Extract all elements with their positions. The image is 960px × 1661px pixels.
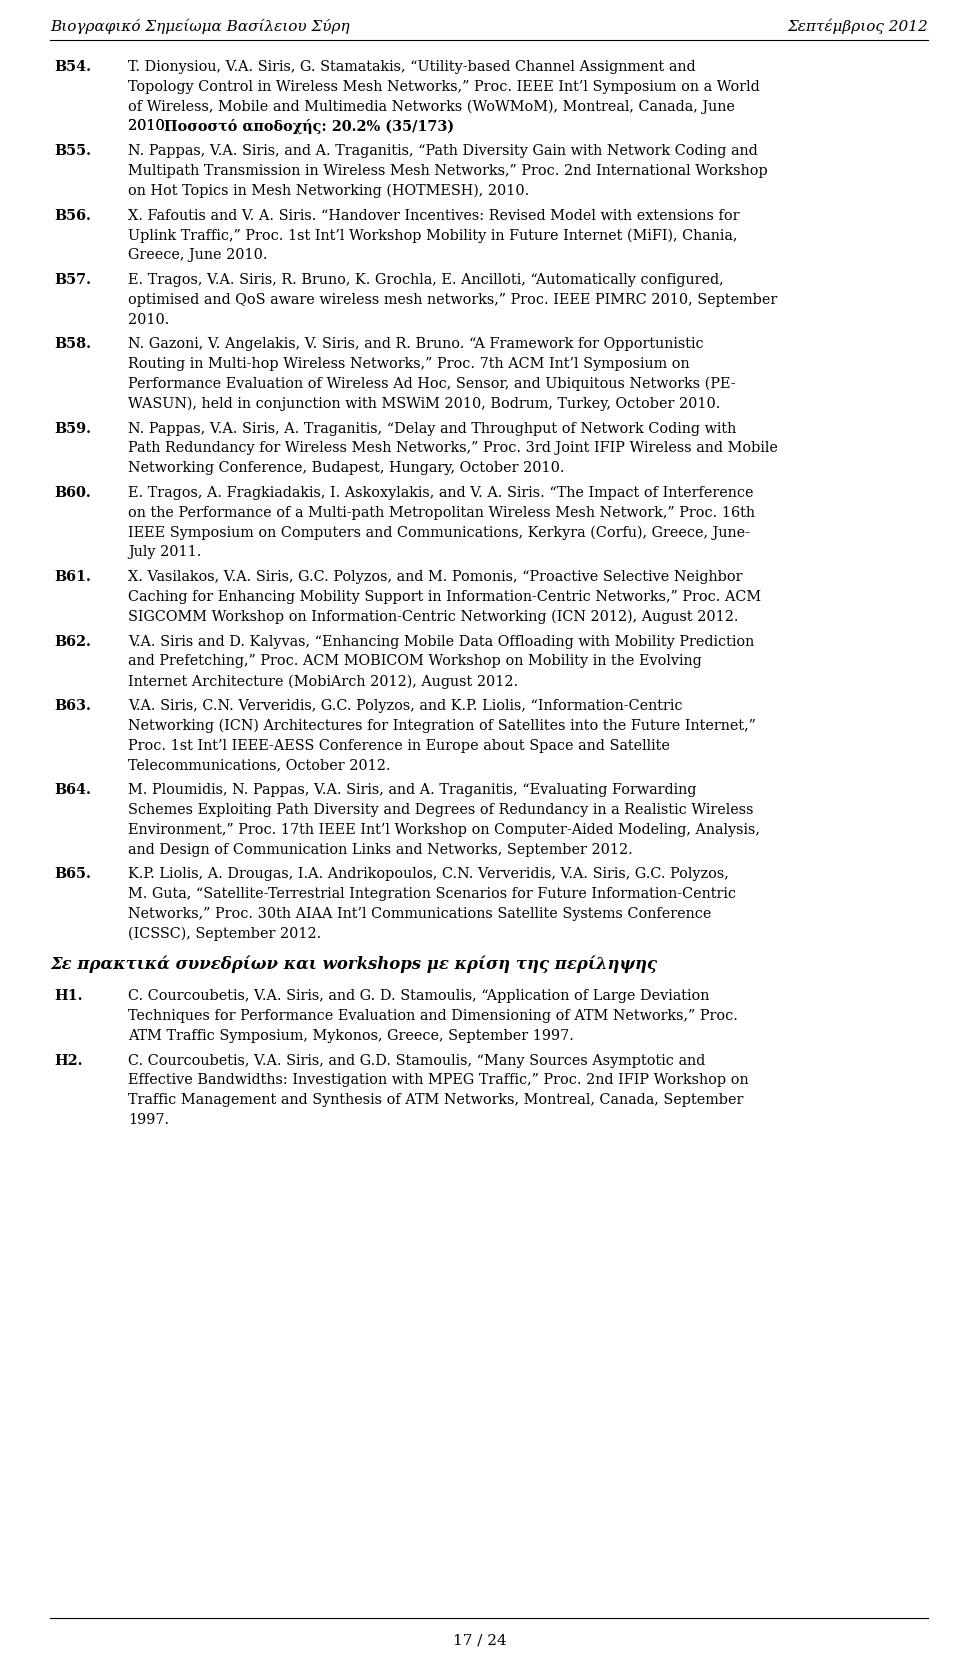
Text: Caching for Enhancing Mobility Support in Information-Centric Networks,” Proc. A: Caching for Enhancing Mobility Support i… — [128, 590, 761, 605]
Text: Β64.: Β64. — [54, 784, 91, 797]
Text: Techniques for Performance Evaluation and Dimensioning of ATM Networks,” Proc.: Techniques for Performance Evaluation an… — [128, 1010, 738, 1023]
Text: Internet Architecture (MobiArch 2012), August 2012.: Internet Architecture (MobiArch 2012), A… — [128, 674, 518, 689]
Text: Β65.: Β65. — [54, 867, 91, 882]
Text: Networking Conference, Budapest, Hungary, October 2010.: Networking Conference, Budapest, Hungary… — [128, 462, 564, 475]
Text: M. Ploumidis, N. Pappas, V.A. Siris, and A. Traganitis, “Evaluating Forwarding: M. Ploumidis, N. Pappas, V.A. Siris, and… — [128, 784, 696, 797]
Text: Routing in Multi-hop Wireless Networks,” Proc. 7th ACM Int’l Symposium on: Routing in Multi-hop Wireless Networks,”… — [128, 357, 689, 370]
Text: E. Tragos, A. Fragkiadakis, I. Askoxylakis, and V. A. Siris. “The Impact of Inte: E. Tragos, A. Fragkiadakis, I. Askoxylak… — [128, 487, 754, 500]
Text: 2010.: 2010. — [128, 120, 174, 133]
Text: Β62.: Β62. — [54, 635, 91, 648]
Text: V.A. Siris and D. Kalyvas, “Enhancing Mobile Data Offloading with Mobility Predi: V.A. Siris and D. Kalyvas, “Enhancing Mo… — [128, 635, 755, 648]
Text: N. Gazoni, V. Angelakis, V. Siris, and R. Bruno. “A Framework for Opportunistic: N. Gazoni, V. Angelakis, V. Siris, and R… — [128, 337, 704, 352]
Text: K.P. Liolis, A. Drougas, I.A. Andrikopoulos, C.N. Ververidis, V.A. Siris, G.C. P: K.P. Liolis, A. Drougas, I.A. Andrikopou… — [128, 867, 729, 882]
Text: 1997.: 1997. — [128, 1113, 169, 1128]
Text: Multipath Transmission in Wireless Mesh Networks,” Proc. 2nd International Works: Multipath Transmission in Wireless Mesh … — [128, 164, 768, 178]
Text: N. Pappas, V.A. Siris, A. Traganitis, “Delay and Throughput of Network Coding wi: N. Pappas, V.A. Siris, A. Traganitis, “D… — [128, 422, 736, 435]
Text: Performance Evaluation of Wireless Ad Hoc, Sensor, and Ubiquitous Networks (PE-: Performance Evaluation of Wireless Ad Ho… — [128, 377, 735, 392]
Text: IEEE Symposium on Computers and Communications, Kerkyra (Corfu), Greece, June-: IEEE Symposium on Computers and Communic… — [128, 525, 750, 540]
Text: 17 / 24: 17 / 24 — [453, 1633, 507, 1648]
Text: 2010.: 2010. — [128, 120, 174, 133]
Text: 2010.: 2010. — [128, 312, 169, 327]
Text: Networking (ICN) Architectures for Integration of Satellites into the Future Int: Networking (ICN) Architectures for Integ… — [128, 719, 756, 733]
Text: Path Redundancy for Wireless Mesh Networks,” Proc. 3rd Joint IFIP Wireless and M: Path Redundancy for Wireless Mesh Networ… — [128, 442, 778, 455]
Text: optimised and QoS aware wireless mesh networks,” Proc. IEEE PIMRC 2010, Septembe: optimised and QoS aware wireless mesh ne… — [128, 292, 778, 307]
Text: Networks,” Proc. 30th AIAA Int’l Communications Satellite Systems Conference: Networks,” Proc. 30th AIAA Int’l Communi… — [128, 907, 711, 920]
Text: Β54.: Β54. — [54, 60, 91, 75]
Text: Β57.: Β57. — [54, 272, 91, 287]
Text: Effective Bandwidths: Investigation with MPEG Traffic,” Proc. 2nd IFIP Workshop : Effective Bandwidths: Investigation with… — [128, 1073, 749, 1088]
Text: Β58.: Β58. — [54, 337, 91, 352]
Text: V.A. Siris, C.N. Ververidis, G.C. Polyzos, and K.P. Liolis, “Information-Centric: V.A. Siris, C.N. Ververidis, G.C. Polyzo… — [128, 699, 683, 713]
Text: Β60.: Β60. — [54, 487, 91, 500]
Text: Greece, June 2010.: Greece, June 2010. — [128, 247, 268, 262]
Text: Topology Control in Wireless Mesh Networks,” Proc. IEEE Int’l Symposium on a Wor: Topology Control in Wireless Mesh Networ… — [128, 80, 759, 93]
Text: N. Pappas, V.A. Siris, and A. Traganitis, “Path Diversity Gain with Network Codi: N. Pappas, V.A. Siris, and A. Traganitis… — [128, 145, 757, 158]
Text: H1.: H1. — [54, 990, 83, 1003]
Text: Β61.: Β61. — [54, 570, 91, 585]
Text: X. Vasilakos, V.A. Siris, G.C. Polyzos, and M. Pomonis, “Proactive Selective Nei: X. Vasilakos, V.A. Siris, G.C. Polyzos, … — [128, 570, 742, 585]
Text: and Prefetching,” Proc. ACM MOBICOM Workshop on Mobility in the Evolving: and Prefetching,” Proc. ACM MOBICOM Work… — [128, 654, 702, 668]
Text: ATM Traffic Symposium, Mykonos, Greece, September 1997.: ATM Traffic Symposium, Mykonos, Greece, … — [128, 1028, 574, 1043]
Text: C. Courcoubetis, V.A. Siris, and G.D. Stamoulis, “Many Sources Asymptotic and: C. Courcoubetis, V.A. Siris, and G.D. St… — [128, 1053, 706, 1068]
Text: (ICSSC), September 2012.: (ICSSC), September 2012. — [128, 927, 322, 942]
Text: C. Courcoubetis, V.A. Siris, and G. D. Stamoulis, “Application of Large Deviatio: C. Courcoubetis, V.A. Siris, and G. D. S… — [128, 990, 709, 1003]
Text: Βιογραφικό Σημείωμα Βασίλειου Σύρη: Βιογραφικό Σημείωμα Βασίλειου Σύρη — [50, 18, 349, 33]
Text: Β59.: Β59. — [54, 422, 91, 435]
Text: Β63.: Β63. — [54, 699, 91, 713]
Text: and Design of Communication Links and Networks, September 2012.: and Design of Communication Links and Ne… — [128, 842, 633, 857]
Text: on the Performance of a Multi-path Metropolitan Wireless Mesh Network,” Proc. 16: on the Performance of a Multi-path Metro… — [128, 507, 755, 520]
Text: H2.: H2. — [54, 1053, 83, 1068]
Text: X. Fafoutis and V. A. Siris. “Handover Incentives: Revised Model with extensions: X. Fafoutis and V. A. Siris. “Handover I… — [128, 209, 739, 223]
Text: WASUN), held in conjunction with MSWiM 2010, Bodrum, Turkey, October 2010.: WASUN), held in conjunction with MSWiM 2… — [128, 397, 720, 412]
Text: Uplink Traffic,” Proc. 1st Int’l Workshop Mobility in Future Internet (MiFI), Ch: Uplink Traffic,” Proc. 1st Int’l Worksho… — [128, 229, 737, 243]
Text: E. Tragos, V.A. Siris, R. Bruno, K. Grochla, E. Ancilloti, “Automatically config: E. Tragos, V.A. Siris, R. Bruno, K. Groc… — [128, 272, 724, 287]
Text: of Wireless, Mobile and Multimedia Networks (WoWMoM), Montreal, Canada, June: of Wireless, Mobile and Multimedia Netwo… — [128, 100, 734, 115]
Text: Schemes Exploiting Path Diversity and Degrees of Redundancy in a Realistic Wirel: Schemes Exploiting Path Diversity and De… — [128, 802, 754, 817]
Text: SIGCOMM Workshop on Information-Centric Networking (ICN 2012), August 2012.: SIGCOMM Workshop on Information-Centric … — [128, 610, 738, 625]
Text: M. Guta, “Satellite-Terrestrial Integration Scenarios for Future Information-Cen: M. Guta, “Satellite-Terrestrial Integrat… — [128, 887, 736, 902]
Text: Environment,” Proc. 17th IEEE Int’l Workshop on Computer-Aided Modeling, Analysi: Environment,” Proc. 17th IEEE Int’l Work… — [128, 822, 760, 837]
Text: Telecommunications, October 2012.: Telecommunications, October 2012. — [128, 759, 391, 772]
Text: July 2011.: July 2011. — [128, 545, 202, 560]
Text: Proc. 1st Int’l IEEE-AESS Conference in Europe about Space and Satellite: Proc. 1st Int’l IEEE-AESS Conference in … — [128, 739, 670, 752]
Text: on Hot Topics in Mesh Networking (HOTMESH), 2010.: on Hot Topics in Mesh Networking (HOTMES… — [128, 184, 529, 198]
Text: Σεπτέμβριος 2012: Σεπτέμβριος 2012 — [787, 18, 928, 33]
Text: Traffic Management and Synthesis of ATM Networks, Montreal, Canada, September: Traffic Management and Synthesis of ATM … — [128, 1093, 743, 1108]
Text: T. Dionysiou, V.A. Siris, G. Stamatakis, “Utility-based Channel Assignment and: T. Dionysiou, V.A. Siris, G. Stamatakis,… — [128, 60, 696, 75]
Text: Β55.: Β55. — [54, 145, 91, 158]
Text: Β56.: Β56. — [54, 209, 91, 223]
Text: Ποσοστό αποδοχής: 20.2% (35/173): Ποσοστό αποδοχής: 20.2% (35/173) — [164, 120, 454, 135]
Text: Σε πρακτικά συνεδρίων και workshops με κρίση της περίληψης: Σε πρακτικά συνεδρίων και workshops με κ… — [50, 955, 657, 973]
